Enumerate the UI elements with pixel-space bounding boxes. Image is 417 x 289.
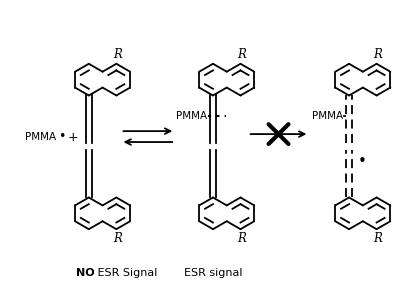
Text: ESR signal: ESR signal	[184, 268, 242, 278]
Text: NO: NO	[76, 268, 95, 278]
Text: R: R	[237, 48, 246, 61]
Text: •: •	[58, 129, 65, 142]
Text: PMMA: PMMA	[25, 132, 56, 142]
Text: ESR Signal: ESR Signal	[94, 268, 157, 278]
Text: R: R	[113, 48, 122, 61]
Text: •: •	[358, 154, 367, 169]
Text: PMMA: PMMA	[312, 111, 343, 121]
Text: R: R	[373, 232, 382, 245]
Text: PMMA: PMMA	[176, 111, 207, 121]
Text: R: R	[113, 232, 122, 245]
Text: R: R	[373, 48, 382, 61]
Text: +: +	[64, 131, 78, 144]
Text: R: R	[237, 232, 246, 245]
